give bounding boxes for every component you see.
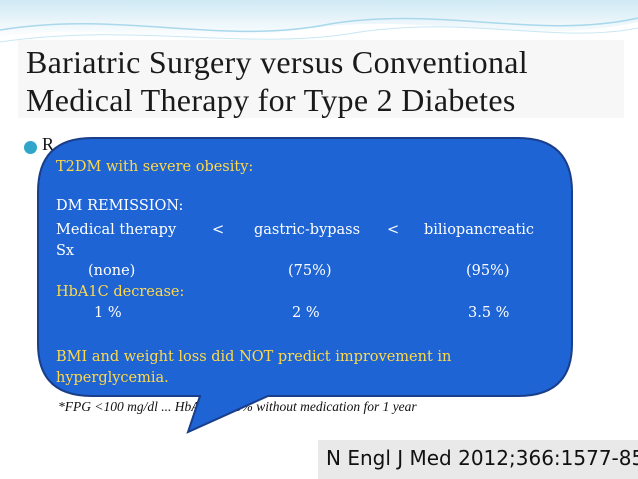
hba1c-label: HbA1C decrease: bbox=[56, 284, 185, 300]
col-gastric-bypass: gastric-bypass bbox=[254, 222, 361, 238]
citation-box bbox=[318, 440, 638, 479]
remission-biliopancreatic: (95%) bbox=[466, 263, 510, 279]
decorative-wave bbox=[0, 0, 638, 43]
citation-text: N Engl J Med 2012;366:1577-85. bbox=[326, 446, 638, 470]
less-than-1: < bbox=[212, 222, 225, 238]
bullet-icon bbox=[24, 141, 37, 154]
hba1c-medical: 1 % bbox=[94, 305, 122, 321]
conclusion-line1: BMI and weight loss did NOT predict impr… bbox=[56, 349, 452, 365]
callout-heading: T2DM with severe obesity: bbox=[56, 159, 254, 175]
footnote: *FPG <100 mg/dl ... HbA1c <6.5% without … bbox=[58, 399, 417, 414]
remission-label: DM REMISSION: bbox=[56, 198, 184, 214]
hba1c-bypass: 2 % bbox=[292, 305, 320, 321]
title-box bbox=[18, 40, 624, 118]
slide-title-line2: Medical Therapy for Type 2 Diabetes bbox=[26, 82, 516, 118]
conclusion-line2: hyperglycemia. bbox=[56, 370, 169, 386]
bullet-text: R bbox=[42, 134, 55, 154]
less-than-2: < bbox=[387, 222, 400, 238]
hba1c-biliopancreatic: 3.5 % bbox=[468, 305, 510, 321]
slide-title-line1: Bariatric Surgery versus Conventional bbox=[26, 44, 528, 80]
remission-bypass: (75%) bbox=[288, 263, 332, 279]
col-medical-therapy: Medical therapy bbox=[56, 222, 177, 238]
col-biliopancreatic: biliopancreatic bbox=[424, 222, 535, 238]
col-biliopancreatic-cont: Sx bbox=[56, 243, 75, 259]
remission-medical: (none) bbox=[88, 263, 136, 279]
